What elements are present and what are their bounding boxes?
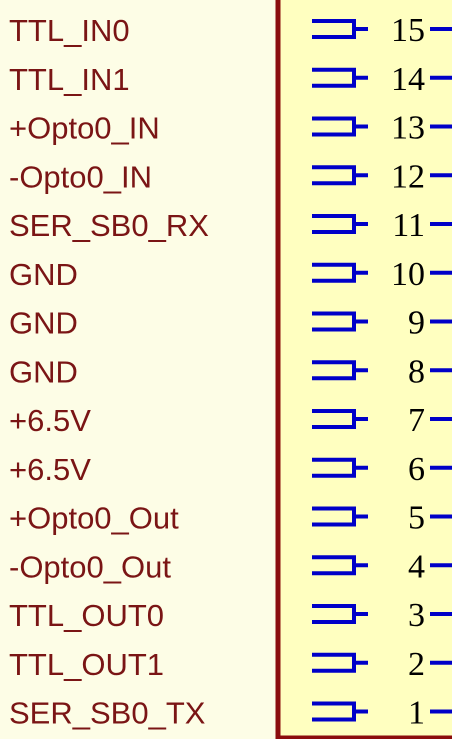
pin-symbol (312, 19, 368, 39)
pin-number: 15 (391, 12, 425, 49)
pin-symbol (312, 701, 368, 722)
pin-row-13: +Opto0_IN 13 (9, 110, 452, 147)
pin-row-5: +Opto0_Out 5 (9, 500, 452, 537)
pin-symbol (312, 311, 368, 332)
pin-number: 12 (391, 158, 425, 195)
net-label: GND (9, 306, 78, 341)
pin-row-15: TTL_IN0 15 (9, 12, 452, 49)
pin-symbol (312, 165, 368, 186)
pin-row-10: GND 10 (9, 256, 452, 293)
pin-symbol (312, 604, 368, 624)
pin-symbol (312, 214, 368, 234)
pin-number: 3 (408, 597, 425, 634)
pin-row-9: GND 9 (9, 305, 452, 342)
pin-number: 4 (408, 548, 425, 585)
pin-row-1: SER_SB0_TX 1 (9, 695, 452, 732)
pin-symbol (312, 457, 368, 478)
pin-row-14: TTL_IN1 14 (9, 61, 452, 98)
net-label: TTL_IN0 (9, 13, 130, 48)
net-label: +6.5V (9, 403, 91, 438)
pin-symbol (312, 555, 368, 576)
net-label: TTL_IN1 (9, 62, 130, 97)
pin-symbol (312, 360, 368, 381)
pin-row-3: TTL_OUT0 3 (9, 597, 452, 634)
net-label: TTL_OUT1 (9, 647, 164, 682)
pin-number: 2 (408, 646, 425, 683)
net-label: GND (9, 257, 78, 292)
net-label: -Opto0_Out (9, 549, 171, 584)
pin-symbol (312, 506, 368, 527)
pin-number: 11 (392, 207, 425, 244)
pin-number: 13 (391, 110, 425, 147)
pin-symbol (312, 652, 368, 673)
net-label: +Opto0_IN (9, 111, 160, 146)
pin-symbol (312, 67, 368, 88)
pin-row-2: TTL_OUT1 2 (9, 646, 452, 683)
net-label: +6.5V (9, 452, 91, 487)
pin-row-4: -Opto0_Out 4 (9, 548, 452, 585)
net-label: -Opto0_IN (9, 159, 152, 194)
net-label: SER_SB0_RX (9, 208, 209, 243)
pin-row-6: +6.5V 6 (9, 451, 452, 488)
pin-number: 6 (408, 451, 425, 488)
pin-number: 14 (391, 61, 425, 98)
pin-row-7: +6.5V 7 (9, 402, 452, 439)
pin-number: 1 (408, 695, 425, 732)
pin-number: 5 (408, 500, 425, 537)
pin-symbol (312, 262, 368, 283)
pin-row-8: GND 8 (9, 353, 452, 390)
net-label: +Opto0_Out (9, 501, 179, 536)
pin-symbol (312, 409, 368, 429)
net-label: GND (9, 354, 78, 389)
pin-number: 7 (408, 402, 425, 439)
pin-number: 8 (408, 353, 425, 390)
net-label: TTL_OUT0 (9, 598, 164, 633)
pin-number: 10 (391, 256, 425, 293)
pin-row-12: -Opto0_IN 12 (9, 158, 452, 195)
net-label: SER_SB0_TX (9, 696, 206, 731)
pin-row-11: SER_SB0_RX 11 (9, 207, 452, 244)
pin-number: 9 (408, 305, 425, 342)
pin-symbol (312, 116, 368, 137)
